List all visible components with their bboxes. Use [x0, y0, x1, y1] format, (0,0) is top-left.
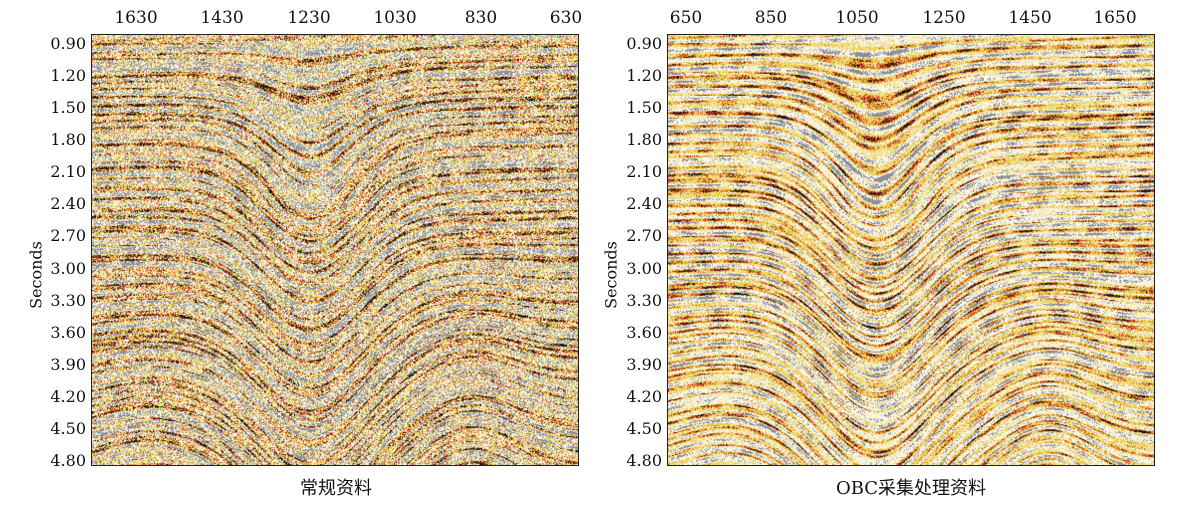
y-tick-label: 2.10 — [50, 162, 86, 181]
y-tick-label: 2.70 — [50, 226, 86, 245]
x-tick-label: 630 — [549, 8, 583, 28]
seismic-section-conventional — [91, 34, 579, 466]
panel-caption: OBC采集处理资料 — [835, 478, 987, 499]
x-tick-label: 1050 — [835, 8, 879, 28]
y-tick-label: 3.90 — [626, 355, 662, 374]
left-seismic-panel: 1630 1430 1230 1030 830 630 0.90 1.20 1.… — [0, 0, 583, 508]
y-tick-label: 3.60 — [626, 323, 662, 342]
x-tick-label: 1230 — [287, 8, 331, 28]
y-tick-label: 1.20 — [50, 66, 86, 85]
y-tick-label: 2.40 — [626, 194, 662, 213]
y-tick-label: 4.80 — [626, 451, 662, 470]
seismic-image — [92, 35, 578, 465]
x-tick-label: 1250 — [922, 8, 966, 28]
y-tick-label: 1.80 — [626, 130, 662, 149]
x-tick-label: 1450 — [1008, 8, 1052, 28]
y-tick-label: 1.50 — [626, 98, 662, 117]
y-tick-label: 4.20 — [626, 387, 662, 406]
y-tick-label: 1.20 — [626, 66, 662, 85]
panel-caption: 常规资料 — [300, 478, 372, 499]
y-tick-label: 3.30 — [50, 291, 86, 310]
x-tick-label: 830 — [464, 8, 498, 28]
x-tick-label: 1430 — [200, 8, 244, 28]
x-tick-label: 1030 — [373, 8, 417, 28]
y-tick-label: 1.50 — [50, 98, 86, 117]
y-tick-label: 3.30 — [626, 291, 662, 310]
y-axis-label: Seconds — [601, 241, 621, 309]
y-tick-label: 4.50 — [50, 419, 86, 438]
x-tick-label: 1630 — [114, 8, 158, 28]
y-tick-label: 0.90 — [626, 34, 662, 53]
y-tick-label: 3.00 — [50, 259, 86, 278]
y-tick-label: 4.50 — [626, 419, 662, 438]
y-tick-label: 2.40 — [50, 194, 86, 213]
y-tick-label: 3.90 — [50, 355, 86, 374]
y-tick-label: 4.20 — [50, 387, 86, 406]
y-axis-label: Seconds — [26, 241, 46, 309]
right-seismic-panel: 650 850 1050 1250 1450 1650 0.90 1.20 1.… — [585, 0, 1165, 508]
seismic-section-obc — [667, 34, 1155, 466]
x-tick-label: 650 — [669, 8, 703, 28]
seismic-image — [668, 35, 1154, 465]
y-tick-label: 4.80 — [50, 451, 86, 470]
y-tick-label: 1.80 — [50, 130, 86, 149]
y-tick-label: 0.90 — [50, 34, 86, 53]
x-tick-label: 850 — [754, 8, 788, 28]
y-tick-label: 2.10 — [626, 162, 662, 181]
y-tick-label: 3.00 — [626, 259, 662, 278]
y-tick-label: 2.70 — [626, 226, 662, 245]
y-tick-label: 3.60 — [50, 323, 86, 342]
x-tick-label: 1650 — [1093, 8, 1137, 28]
